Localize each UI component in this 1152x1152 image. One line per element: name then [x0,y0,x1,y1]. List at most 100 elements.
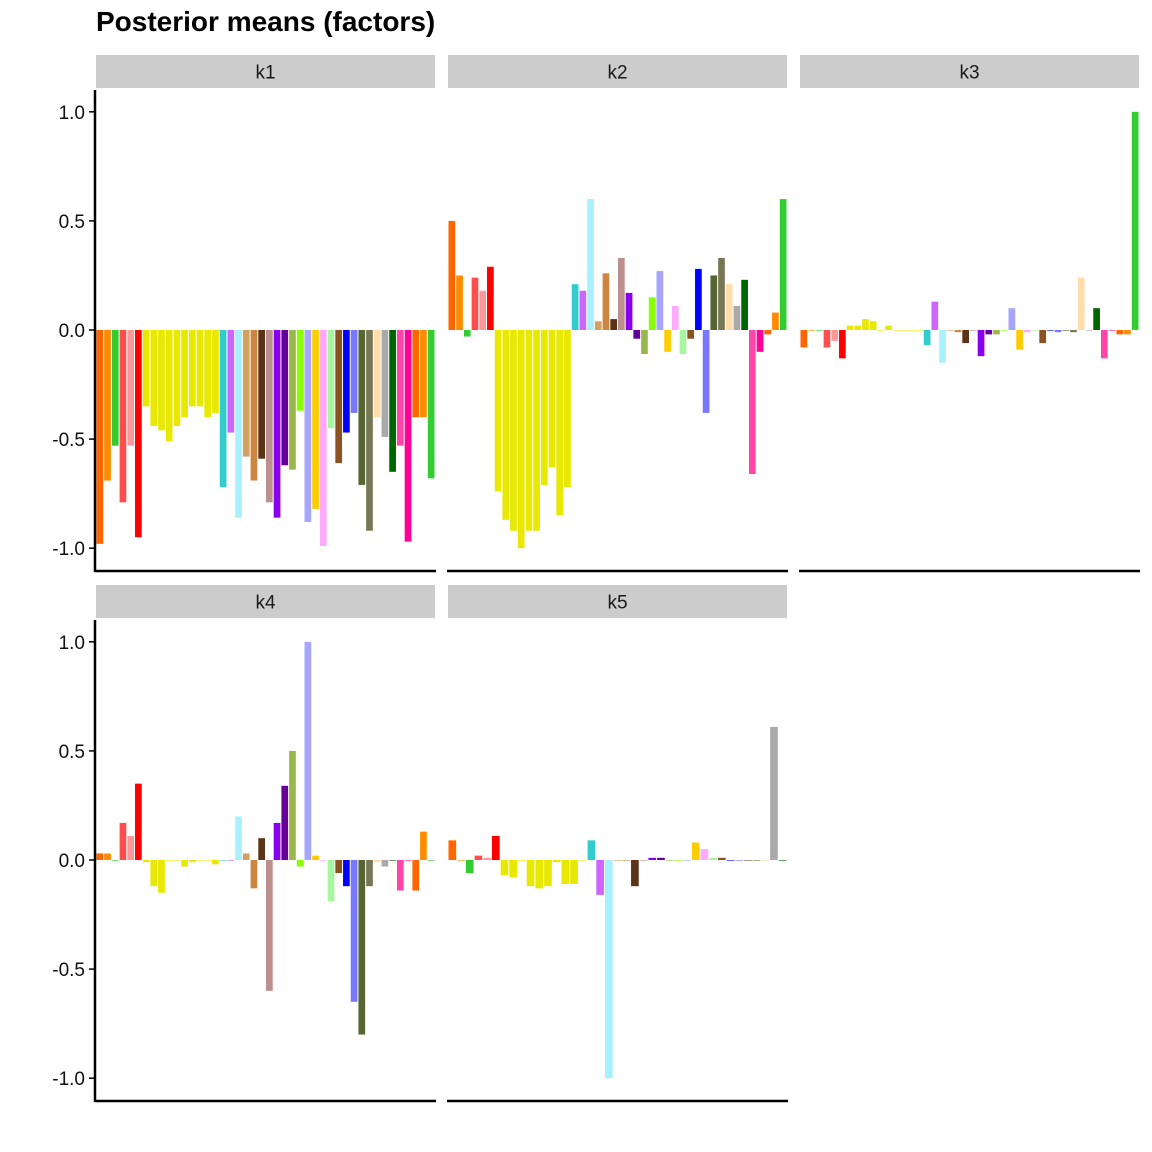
bar-k4-23 [266,860,273,991]
bar-k2-15 [556,330,564,516]
bar-k5-38 [770,726,778,860]
bar-k1-15 [204,330,212,418]
bar-k3-37 [1077,277,1085,330]
bar-k1-2 [104,330,111,481]
bar-k1-28 [304,330,312,522]
bar-k5-12 [544,860,552,887]
bar-k5-26 [665,860,674,861]
bar-k1-26 [289,330,296,470]
bar-k5-27 [674,860,683,861]
bar-k5-24 [648,857,657,860]
bar-k5-3 [465,860,474,874]
y-tick-label-k1-2: 0.0 [59,321,85,342]
bar-k2-27 [648,297,656,330]
bar-k4-38 [381,860,389,867]
bar-k2-9 [510,330,517,531]
bar-k4-14 [196,860,204,861]
bar-k3-34 [1054,330,1062,333]
bar-k2-20 [594,321,602,330]
bar-k4-22 [258,838,265,860]
bar-k3-31 [1031,330,1039,331]
bar-k3-12 [885,325,892,330]
y-tick-label-k4-4: -1.0 [52,1069,85,1090]
bar-k4-30 [319,860,327,861]
bar-k1-42 [412,330,420,418]
bar-k5-11 [535,860,544,889]
y-tick-label-k1-4: -1.0 [52,539,85,560]
bar-k5-21 [622,860,631,861]
bar-k1-16 [212,330,219,413]
bar-k2-14 [548,330,556,468]
bar-k3-39 [1093,308,1100,330]
bar-k4-1 [96,853,104,860]
bar-k5-28 [683,860,691,861]
bar-k4-24 [273,822,281,860]
bar-k5-39 [778,860,787,861]
bar-k2-42 [764,330,772,335]
bar-k4-7 [142,860,150,863]
bar-k1-5 [127,330,135,446]
bar-k1-13 [188,330,196,407]
bar-k4-10 [165,860,173,861]
bar-k2-4 [471,277,479,330]
bar-k2-26 [641,330,648,354]
y-tick-label-k1-3: -0.5 [52,430,85,451]
bar-k5-20 [613,860,622,861]
bar-k3-1 [800,330,808,348]
bar-k1-30 [319,330,327,546]
bar-k1-20 [242,330,250,457]
bar-k4-3 [111,860,119,861]
bar-k1-24 [273,330,281,518]
bar-k3-44 [1131,111,1139,330]
bar-k4-36 [366,860,373,887]
bar-k5-19 [604,860,613,1079]
bar-k3-14 [900,330,908,331]
y-tick-label-k4-0: 1.0 [59,633,85,654]
bar-k2-24 [625,292,633,330]
bar-k3-27 [1000,330,1008,331]
bar-k1-31 [327,330,335,429]
bar-k4-12 [181,860,188,867]
bar-k4-5 [127,836,135,860]
bar-k4-18 [227,860,235,861]
bar-k1-3 [111,330,119,446]
bar-k3-41 [1108,330,1116,331]
bar-k5-8 [509,860,518,878]
bar-k2-34 [702,330,710,413]
bar-k3-38 [1085,330,1093,331]
bar-k5-18 [596,860,604,895]
bar-k5-37 [761,860,770,861]
bar-k3-17 [923,330,931,346]
bar-k2-17 [571,284,579,330]
bar-k3-3 [815,330,823,331]
bar-k1-37 [373,330,381,418]
bar-k3-40 [1100,330,1108,359]
bar-k1-4 [119,330,127,503]
bar-k4-6 [135,783,142,860]
bar-k2-30 [671,306,679,330]
bar-k3-22 [962,330,969,344]
bar-k5-31 [709,857,717,860]
bar-k5-34 [735,860,744,861]
y-tick-label-k1-0: 1.0 [59,103,85,124]
bar-k1-6 [135,330,142,538]
bar-k2-41 [756,330,764,352]
y-tick-label-k4-2: 0.0 [59,851,85,872]
bar-k2-22 [610,319,617,330]
bar-k1-12 [181,330,188,418]
bar-k2-21 [602,273,610,330]
bar-k4-35 [358,860,366,1035]
bar-k3-4 [823,330,831,348]
bar-k3-16 [916,330,923,331]
bar-k1-7 [142,330,150,407]
bar-k2-28 [656,271,664,330]
bar-k1-10 [165,330,173,442]
bar-k4-15 [204,860,212,861]
facet-strip-k1 [96,55,435,88]
bar-k5-29 [691,842,700,860]
bar-k1-29 [312,330,319,509]
bar-k2-40 [748,330,756,474]
bar-k3-28 [1008,308,1016,330]
bar-k4-40 [396,860,404,891]
bar-k4-31 [327,860,335,902]
